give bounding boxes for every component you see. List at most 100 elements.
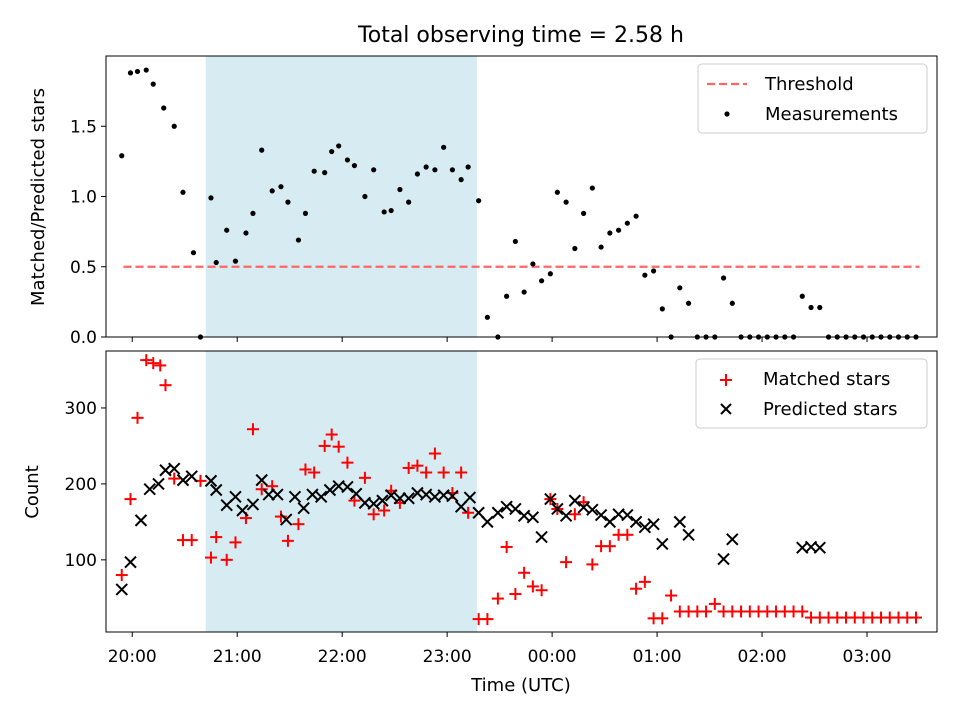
matched-star-point (656, 612, 669, 625)
predicted-star-point (526, 511, 540, 524)
predicted-star-point (323, 483, 337, 497)
measurement-point (572, 245, 578, 252)
matched-star-point (411, 459, 424, 472)
matched-star-point (491, 592, 504, 605)
predicted-star-point (551, 502, 564, 516)
bottom-y-tick-label: 300 (65, 399, 97, 419)
x-tick-label: 01:00 (633, 647, 682, 667)
predicted-star-point (271, 488, 284, 501)
top-y-tick-label: 0.0 (70, 328, 97, 348)
predicted-star-point (306, 488, 319, 501)
measurement-point (232, 258, 239, 264)
predicted-star-point (367, 497, 380, 510)
measurement-point (476, 198, 482, 204)
measurements-legend-marker (724, 111, 730, 117)
measurement-point (269, 188, 275, 194)
matched-star-point (274, 510, 287, 523)
measurement-point (143, 67, 149, 73)
top-y-axis-label: Matched/Predicted stars (28, 88, 49, 306)
matched-legend-marker (720, 374, 732, 386)
matched-star-point (229, 536, 242, 549)
predicted-star-point (463, 491, 477, 504)
matched-star-point (154, 359, 167, 372)
predicted-star-point (376, 494, 389, 507)
bottom-axes-frame (105, 350, 938, 633)
measurement-point (432, 167, 438, 173)
matched-star-point (281, 534, 294, 547)
measurement-point (285, 199, 291, 205)
predicted-star-point (509, 502, 522, 516)
matched-star-point (603, 540, 616, 553)
measurement-point (624, 220, 630, 226)
predicted-star-point (577, 501, 590, 514)
matched-star-point (255, 483, 268, 496)
x-tick-label: 20:00 (108, 647, 157, 667)
predicted-star-point (236, 504, 249, 517)
predicted-star-point (813, 541, 826, 554)
measurement-point (484, 314, 490, 320)
bottom-y-tick-label: 200 (65, 475, 97, 495)
predicted-star-point (594, 508, 608, 522)
top-axes: 0.0 0.5 1.0 1.5 Matched/Predicted stars Thr… (28, 55, 938, 348)
predicted-star-point (446, 489, 459, 503)
predicted-star-point (115, 583, 128, 596)
matched-star-point (220, 553, 233, 566)
matched-star-point (124, 493, 137, 506)
matched-star-point (341, 456, 354, 469)
bottom-y-ticks: 100 200 300 (65, 399, 106, 571)
measurement-point (259, 147, 265, 153)
predicted-star-point (586, 503, 599, 516)
matched-star-point (518, 566, 531, 579)
top-y-tick-label: 1.5 (70, 117, 97, 137)
measurement-point (180, 189, 186, 195)
measurement-point (302, 210, 309, 216)
predicted-star-point (629, 515, 643, 529)
top-x-ticks (131, 337, 868, 342)
bottom-y-tick-label: 100 (65, 551, 97, 571)
predicted-star-point (491, 506, 505, 519)
matched-star-point (428, 447, 441, 460)
matched-star-point (308, 466, 321, 479)
matched-star-point (535, 584, 548, 597)
matched-star-point (481, 613, 494, 626)
matched-star-point (318, 439, 331, 452)
predicted-star-point (134, 514, 148, 527)
measurement-point (521, 289, 527, 295)
matched-star-point (332, 440, 345, 453)
matched-star-point (665, 589, 678, 602)
matched-star-point (115, 569, 128, 582)
x-tick-label: 00:00 (528, 647, 577, 667)
predicted-star-point (544, 492, 557, 506)
measurement-point (607, 230, 613, 236)
predicted-legend-marker (720, 403, 732, 415)
measurement-point (351, 162, 358, 169)
measurement-point (563, 199, 569, 205)
top-observing-span (205, 56, 477, 337)
measurement-point (650, 268, 657, 274)
matched-star-point (568, 508, 581, 521)
measurement-point (504, 293, 510, 299)
top-y-tick-label: 0.5 (70, 258, 97, 278)
predicted-star-point (621, 508, 634, 522)
matched-star-point (500, 540, 513, 553)
measurement-point (388, 207, 394, 214)
measurement-point (322, 170, 328, 176)
count-series (115, 354, 923, 626)
x-axis-label: Time (UTC) (470, 675, 571, 696)
top-legend-box (697, 63, 928, 134)
predicted-star-point (246, 498, 260, 511)
measurement-point (381, 209, 387, 215)
predicted-star-point (481, 515, 494, 529)
x-tick-label: 21:00 (213, 647, 262, 667)
measurement-point (547, 271, 553, 277)
measurement-point (161, 105, 167, 111)
measurement-point (539, 278, 545, 284)
measurement-point (329, 148, 335, 155)
matched-legend-label: Matched stars (763, 369, 890, 390)
measurement-point (633, 213, 639, 219)
predicted-star-point (229, 490, 242, 504)
measurement-point (720, 275, 727, 281)
predicted-star-point (500, 500, 513, 513)
x-tick-label: 03:00 (843, 647, 892, 667)
